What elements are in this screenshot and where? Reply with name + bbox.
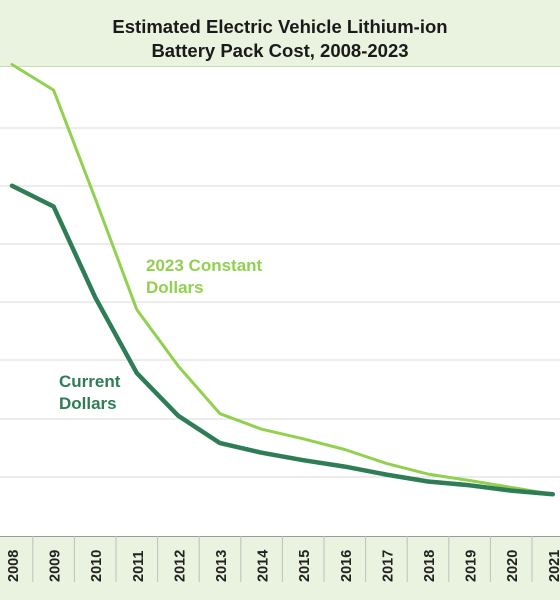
x-tick-label-2014: 2014 bbox=[256, 550, 272, 582]
chart-subtitle: Battery Pack Cost, 2008-2023 bbox=[151, 40, 409, 61]
series-label-line-0: 2023 Constant bbox=[146, 256, 263, 275]
series-line-current-dollars bbox=[9, 183, 556, 497]
series-label-2023-constant-dollars: 2023 Constant Dollars bbox=[146, 256, 263, 297]
x-tick-label-2017: 2017 bbox=[380, 550, 396, 582]
series-line-2023-constant-dollars bbox=[10, 63, 555, 496]
x-axis-band bbox=[0, 537, 560, 600]
x-tick-label-2009: 2009 bbox=[48, 550, 64, 582]
x-tick-label-2020: 2020 bbox=[505, 550, 521, 582]
series-label-line-1: Dollars bbox=[59, 394, 117, 413]
x-tick-label-2016: 2016 bbox=[339, 550, 355, 582]
x-tick-label-2018: 2018 bbox=[422, 550, 438, 582]
series-label-line-0: Current bbox=[59, 372, 121, 391]
series-label-current-dollars: Current Dollars bbox=[59, 372, 121, 413]
x-tick-label-2011: 2011 bbox=[131, 551, 147, 582]
gridlines bbox=[0, 127, 560, 478]
x-tick-label-2013: 2013 bbox=[214, 550, 230, 582]
series-label-line-1: Dollars bbox=[146, 278, 204, 297]
x-tick-label-2015: 2015 bbox=[297, 550, 313, 582]
x-tick-label-2008: 2008 bbox=[6, 550, 22, 582]
x-tick-label-2012: 2012 bbox=[172, 550, 188, 582]
title-band: Estimated Electric Vehicle Lithium-ion B… bbox=[0, 0, 560, 67]
x-tick-label-2019: 2019 bbox=[464, 550, 480, 582]
x-axis-ticks: 2008 2009 2010 2011 2012 2013 2014 2015 2016 2017… bbox=[6, 536, 560, 582]
chart-title: Estimated Electric Vehicle Lithium-ion bbox=[112, 16, 448, 37]
x-tick-label-2010: 2010 bbox=[89, 550, 105, 582]
x-tick-label-2021: 2021 bbox=[547, 550, 560, 582]
